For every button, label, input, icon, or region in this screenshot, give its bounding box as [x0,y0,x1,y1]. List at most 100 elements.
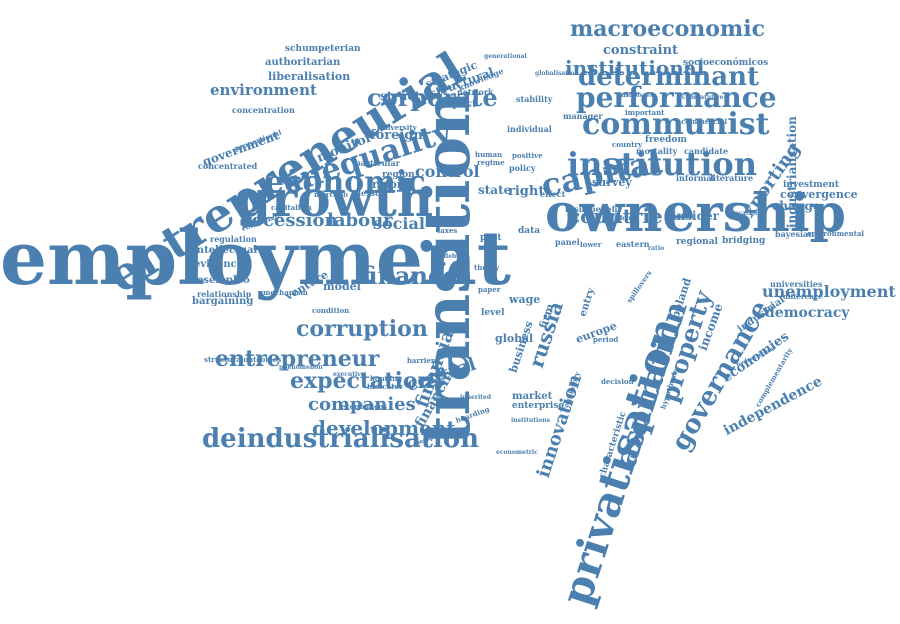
word-regulation: regulation [210,234,257,244]
word-deindustrialisation: deindustrialisation [202,424,480,454]
word-network: network [457,87,494,97]
word-expectation: expectation [290,368,434,394]
word-effect: effect [540,189,566,199]
word-communist: communist [582,107,770,142]
word-institution: institution [567,145,757,183]
word-mechanism: mechanism [263,288,308,297]
word-spillovers: spillovers [624,268,654,305]
word-econometric: econometric [496,449,538,456]
word-market: market [512,391,553,402]
word-bayesian: bayesian [775,229,815,239]
word-relationship: relationship [197,289,252,299]
word-freedom: freedom [645,135,687,145]
word-laboral: laboral [614,215,638,222]
word-companies: companies [308,394,416,415]
word-performance: performance [576,81,777,114]
word-businesses: businesses [617,92,654,99]
word-country: country [612,140,643,149]
word-bonding: bonding [370,374,403,383]
word-schumpeterian: schumpeterian [285,44,361,54]
word-change: change [772,199,821,213]
word-recession: recession [242,210,338,231]
word-diversity: diversity [383,123,417,132]
word-foreign: foreign [370,128,423,143]
word-constraint: constraint [603,43,679,58]
word-macroeconomic: macroeconomic [570,16,765,42]
word-countrie: countrie [568,204,663,228]
word-determinant: determinant [578,62,760,92]
word-lower: lower [580,240,602,249]
word-institutions: institutions [511,417,550,424]
word-indicator: indicator [367,382,403,391]
word-eastern: eastern [616,239,650,249]
word-structuraloutcomes: structuraloutcomes [204,355,282,364]
word-ratio: ratio [648,245,665,252]
word-desempleo: desempleo [190,275,250,286]
word-entrepreneur: entrepreneur [215,346,380,372]
word-liberalisation: liberalisation [268,70,351,83]
word-barrier: barrier [407,356,435,365]
word-control: control [415,162,480,181]
word-convergence: convergence [780,188,858,201]
word-investment: investment [783,180,840,190]
word-region: region [382,170,415,180]
word-theory: theory [474,263,500,272]
word-bargaining: bargaining [192,296,254,307]
word-universities: universities [770,279,823,289]
word-difference: difference [783,292,823,301]
word-taxes: taxes [437,226,458,235]
word-literature: literature [710,173,754,183]
word-particular: particular [355,158,400,168]
word-generational: generational [484,53,527,60]
word-impact: impact [438,99,477,110]
word-concentrated: concentrated [198,161,258,171]
word-post: post [480,233,502,243]
word-data: data [518,226,541,236]
word-econ-micos: económicos [341,402,388,411]
word-economic: economic [265,165,426,200]
word-debt: debt [444,253,459,260]
word-survey: survey [592,176,632,189]
word-finance: finance [360,261,458,290]
word-structure: structure [380,89,443,103]
word-benefit: benefit [590,204,622,214]
word-ownership: ownership [545,183,846,244]
word-environmental: environmental [807,229,865,238]
word-policy: policy [509,163,536,173]
word-socioecon-micos: socioeconómicos [683,58,769,68]
word-panel: panel [555,237,580,247]
word-individual: individual [507,124,552,134]
word-result: result [565,204,592,214]
word-education: education [726,210,760,217]
word-mercado: mercado [314,190,348,199]
word-condition: condition [312,306,350,315]
word-growth: growth [236,169,434,228]
word-executive: executive [333,371,365,378]
word-manager: manager [563,111,603,121]
word-insider: insider [672,209,719,223]
word-capitalism: capitalism [271,203,312,212]
word-bridging: bridging [722,236,766,246]
word-corporate: corporate [367,83,498,112]
word-inherited: inherited [460,394,492,401]
word-positive: positive [512,151,543,160]
word-phenomenon: phenomenon [279,364,323,371]
word-intellectual: intellectual [193,245,258,256]
word-institutional: institutional [565,56,705,80]
word-evidence: evidence [194,259,244,270]
word-stability: stability [516,94,553,104]
word-decision: decision [601,377,634,386]
word-paper: paper [478,285,501,294]
word-comparative: comparative [682,94,724,101]
word-innovation: innovation [532,371,587,481]
word-state: state [478,183,512,197]
word-democracy: democracy [765,305,850,321]
word-period: period [593,335,619,344]
word-unemployment: unemployment [762,282,896,301]
word-mortality: mortality [636,146,678,156]
word-employment: employment [0,216,511,302]
word-model: model [323,280,361,293]
word-lesson: lesson [358,188,387,198]
word-labour: labour [327,210,393,231]
